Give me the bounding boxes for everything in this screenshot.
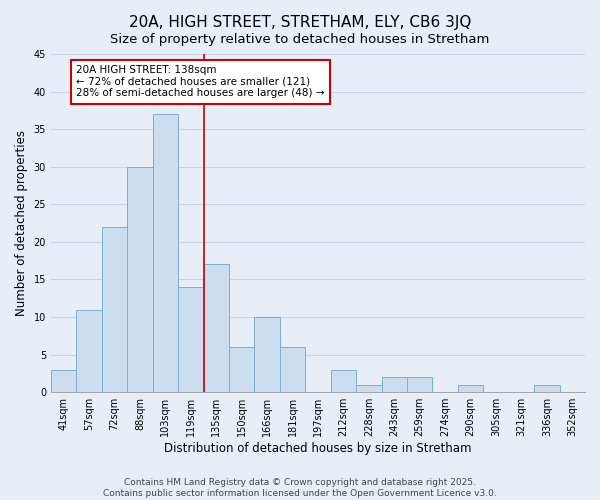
Text: Size of property relative to detached houses in Stretham: Size of property relative to detached ho…	[110, 32, 490, 46]
Bar	[458, 384, 483, 392]
Bar	[356, 384, 382, 392]
Bar	[127, 166, 152, 392]
Text: Contains HM Land Registry data © Crown copyright and database right 2025.
Contai: Contains HM Land Registry data © Crown c…	[103, 478, 497, 498]
Bar	[382, 377, 407, 392]
Bar	[102, 227, 127, 392]
Bar	[534, 384, 560, 392]
Text: 20A HIGH STREET: 138sqm
← 72% of detached houses are smaller (121)
28% of semi-d: 20A HIGH STREET: 138sqm ← 72% of detache…	[76, 66, 325, 98]
Bar	[280, 347, 305, 392]
Bar	[178, 287, 203, 392]
Bar	[229, 347, 254, 392]
Bar	[407, 377, 433, 392]
Text: 20A, HIGH STREET, STRETHAM, ELY, CB6 3JQ: 20A, HIGH STREET, STRETHAM, ELY, CB6 3JQ	[129, 15, 471, 30]
Bar	[51, 370, 76, 392]
Bar	[203, 264, 229, 392]
Bar	[254, 317, 280, 392]
X-axis label: Distribution of detached houses by size in Stretham: Distribution of detached houses by size …	[164, 442, 472, 455]
Bar	[152, 114, 178, 392]
Y-axis label: Number of detached properties: Number of detached properties	[15, 130, 28, 316]
Bar	[76, 310, 102, 392]
Bar	[331, 370, 356, 392]
